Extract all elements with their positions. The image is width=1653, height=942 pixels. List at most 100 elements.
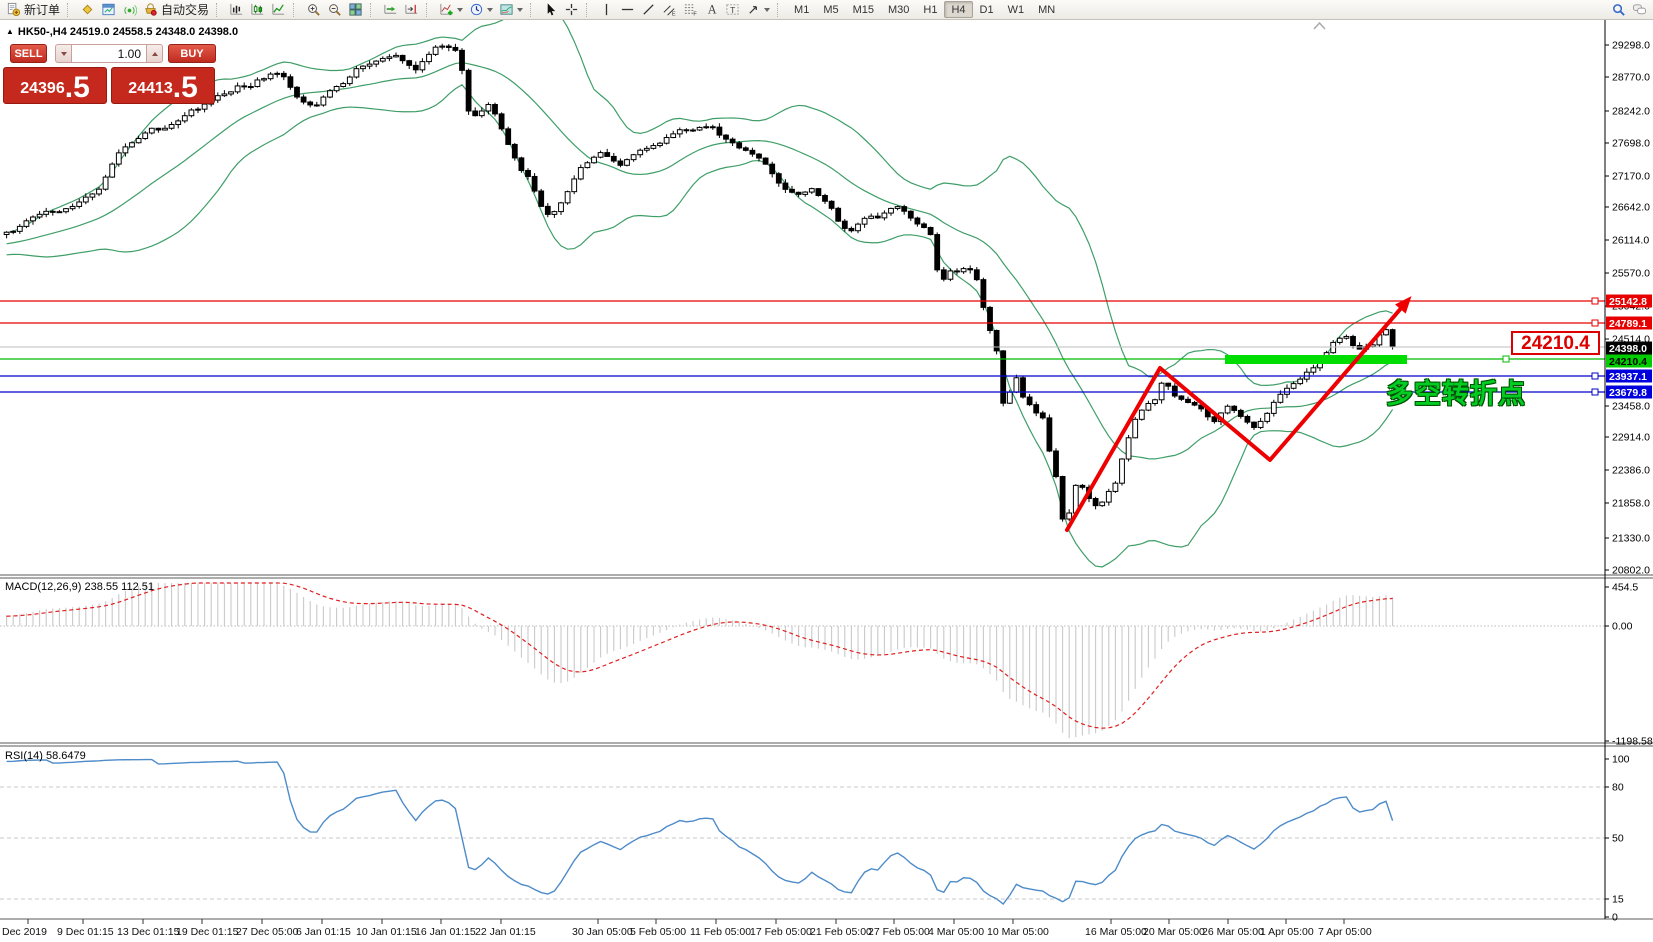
new-order-icon [6,2,21,17]
timeframe-w1[interactable]: W1 [1007,3,1025,16]
pivot-price-label[interactable]: 24210.4 [1511,331,1600,355]
buy-price-box[interactable]: 24413.5 [111,67,215,104]
pivot-annotation-text[interactable]: 多空转折点 [1386,379,1526,409]
chart-candles-button[interactable] [247,1,268,19]
svg-text:50: 50 [1612,833,1624,845]
periods-button[interactable] [466,1,496,19]
signals-button[interactable] [119,1,140,19]
time-tick: 27 Feb 05:00 [868,926,930,938]
collapse-panel-icon[interactable]: ▲ [6,27,14,36]
timeframe-m30[interactable]: M30 [888,3,910,16]
chevron-up-icon [151,51,158,56]
hline-handle-25142.8[interactable] [1591,297,1599,305]
tile-windows-icon [348,2,363,17]
market-watch-icon [80,2,95,17]
volume-decrease-button[interactable] [55,44,72,63]
hline-button[interactable] [617,1,638,19]
text-button[interactable]: A [701,1,722,19]
rsi-line [6,758,1394,906]
timeframe-m5[interactable]: M5 [823,3,839,16]
svg-text:23679.8: 23679.8 [1609,387,1647,399]
volume-input[interactable] [72,44,146,63]
autotrading-button[interactable]: 自动交易 [140,1,212,19]
data-window-button[interactable] [98,1,119,19]
hline-handle-24789.1[interactable] [1591,319,1599,327]
trendline-icon [641,2,656,17]
auto-scroll-button[interactable] [380,1,401,19]
price-tick: 21330.0 [1612,533,1650,545]
search-button[interactable] [1608,1,1629,19]
toolbar-right-icons [1608,1,1650,19]
volume-increase-button[interactable] [146,44,163,63]
svg-text:24398.0: 24398.0 [1609,343,1647,355]
zoom-in-button[interactable] [303,1,324,19]
chat-button[interactable] [1629,1,1650,19]
pivot-green-zone[interactable] [1225,355,1407,364]
time-tick: 26 Mar 05:00 [1202,926,1264,938]
svg-text:100: 100 [1612,754,1630,766]
toolbar-separator [293,2,300,17]
indicator-axes: 454.5 0.00 -1198.58 100 80 50 15 0 [1605,582,1653,924]
timeframe-mn[interactable]: MN [1038,3,1056,16]
time-tick: 10 Jan 01:15 [356,926,417,938]
chart-shift-icon [404,2,419,17]
signals-icon [122,2,138,17]
new-order-button[interactable]: 新订单 [3,1,63,19]
text-label-button[interactable]: T [722,1,743,19]
buy-button[interactable]: BUY [168,44,216,63]
bollinger-lower [6,83,1394,568]
chevron-down-icon[interactable] [764,7,771,12]
fibonacci-icon: F [683,2,698,17]
chart-line-button[interactable] [268,1,289,19]
cursor-icon [543,2,558,17]
fibonacci-button[interactable]: F [680,1,701,19]
crosshair-button[interactable] [561,1,582,19]
hline-handle-24210.4[interactable] [1502,355,1510,363]
data-window-icon [101,2,116,17]
chevron-down-icon[interactable] [517,7,524,12]
hline-handle-23679.8[interactable] [1591,388,1599,396]
bollinger-bands [6,5,1394,568]
scroll-indicator-icon[interactable] [1313,21,1326,30]
crosshair-icon [564,2,579,17]
timeframe-m1[interactable]: M1 [794,3,810,16]
time-tick: 7 Apr 05:00 [1318,926,1372,938]
channel-button[interactable]: E [659,1,680,19]
tile-windows-button[interactable] [345,1,366,19]
timeframe-h1[interactable]: H1 [923,3,938,16]
indicators-button[interactable] [436,1,466,19]
trend-arrow[interactable] [1065,296,1412,532]
timeframe-d1[interactable]: D1 [979,3,994,16]
svg-text:24210.4: 24210.4 [1609,356,1647,368]
price-tick: 27170.0 [1612,171,1650,183]
buy-price-int: 24413 [128,80,173,97]
cursor-button[interactable] [540,1,561,19]
time-tick: 6 Jan 01:15 [296,926,351,938]
sell-button[interactable]: SELL [10,44,47,63]
hline-handle-23937.1[interactable] [1591,372,1599,380]
market-watch-button[interactable] [77,1,98,19]
sell-price-dec: .5 [64,71,90,104]
vline-button[interactable] [596,1,617,19]
timeframe-m15[interactable]: M15 [852,3,874,16]
chevron-down-icon[interactable] [457,7,464,12]
chevron-down-icon[interactable] [487,7,494,12]
candlesticks [3,43,1396,522]
templates-button[interactable] [496,1,526,19]
macd-pane [0,582,1605,738]
chart-shift-button[interactable] [401,1,422,19]
chart-bars-button[interactable] [226,1,247,19]
sell-price-box[interactable]: 24396.5 [3,67,107,104]
time-tick: 20 Mar 05:00 [1143,926,1205,938]
trendline-button[interactable] [638,1,659,19]
zoom-out-button[interactable] [324,1,345,19]
timeframe-h4[interactable]: H4 [944,1,973,18]
bollinger-upper [6,5,1393,386]
zoom-in-icon [306,2,321,17]
indicators-icon [439,2,454,17]
arrows-button[interactable] [743,1,773,19]
price-tick: 22914.0 [1612,432,1650,444]
